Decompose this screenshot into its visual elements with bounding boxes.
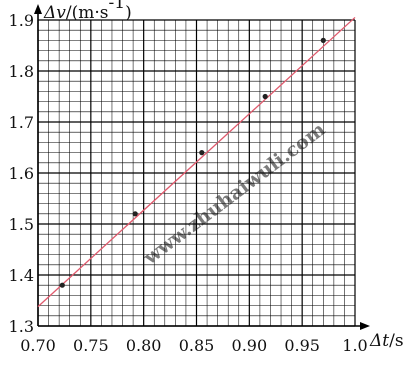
y-tick-label-4: 1.6 xyxy=(9,164,34,183)
data-point-4 xyxy=(262,93,268,100)
fit-line xyxy=(37,16,356,308)
watermark-text: www.zhuhaiwuli.com xyxy=(139,118,330,269)
fit-line-group xyxy=(37,16,356,308)
x-axis-arrow-icon xyxy=(360,322,370,330)
y-tick-label-5: 1.7 xyxy=(9,113,34,132)
data-points xyxy=(59,37,326,288)
axes xyxy=(34,4,370,330)
watermark: www.zhuhaiwuli.com xyxy=(139,118,330,269)
data-point-3 xyxy=(199,150,205,156)
grid xyxy=(37,19,356,327)
data-point-5 xyxy=(320,37,326,44)
data-point-2 xyxy=(132,211,138,217)
x-tick-label-3: 0.80 xyxy=(126,336,162,355)
y-tick-label-7: 1.9 xyxy=(9,11,34,30)
y-axis-unit: /(m·s xyxy=(66,3,109,23)
x-tick-label-4: 0.85 xyxy=(179,336,215,355)
y-axis-var: Δv xyxy=(43,3,66,23)
y-axis-unit-sup: -1 xyxy=(109,0,126,13)
x-tick-label-1: 0.70 xyxy=(20,336,56,355)
y-tick-label-1: 1.3 xyxy=(9,317,34,336)
y-tick-label-6: 1.8 xyxy=(9,62,34,81)
y-tick-label-3: 1.5 xyxy=(9,215,34,234)
x-tick-label-2: 0.75 xyxy=(73,336,109,355)
y-axis-arrow-icon xyxy=(34,4,42,14)
x-axis-unit: /s xyxy=(389,331,403,351)
y-axis-unit-close: ) xyxy=(125,3,132,23)
tick-labels: 0.70 0.75 0.80 0.85 0.90 0.95 1.0 1.3 1.4 1.5 1.6 1… xyxy=(9,11,368,355)
data-point-1 xyxy=(59,282,65,288)
y-tick-label-2: 1.4 xyxy=(9,266,34,285)
x-tick-label-5: 0.90 xyxy=(232,336,268,355)
x-axis-var: Δt xyxy=(369,331,389,351)
x-tick-label-6: 0.95 xyxy=(284,336,320,355)
x-tick-label-7: 1.0 xyxy=(342,336,367,355)
y-axis-label: Δv/(m·s-1) xyxy=(43,0,132,23)
x-axis-label: Δt/s xyxy=(369,331,404,351)
